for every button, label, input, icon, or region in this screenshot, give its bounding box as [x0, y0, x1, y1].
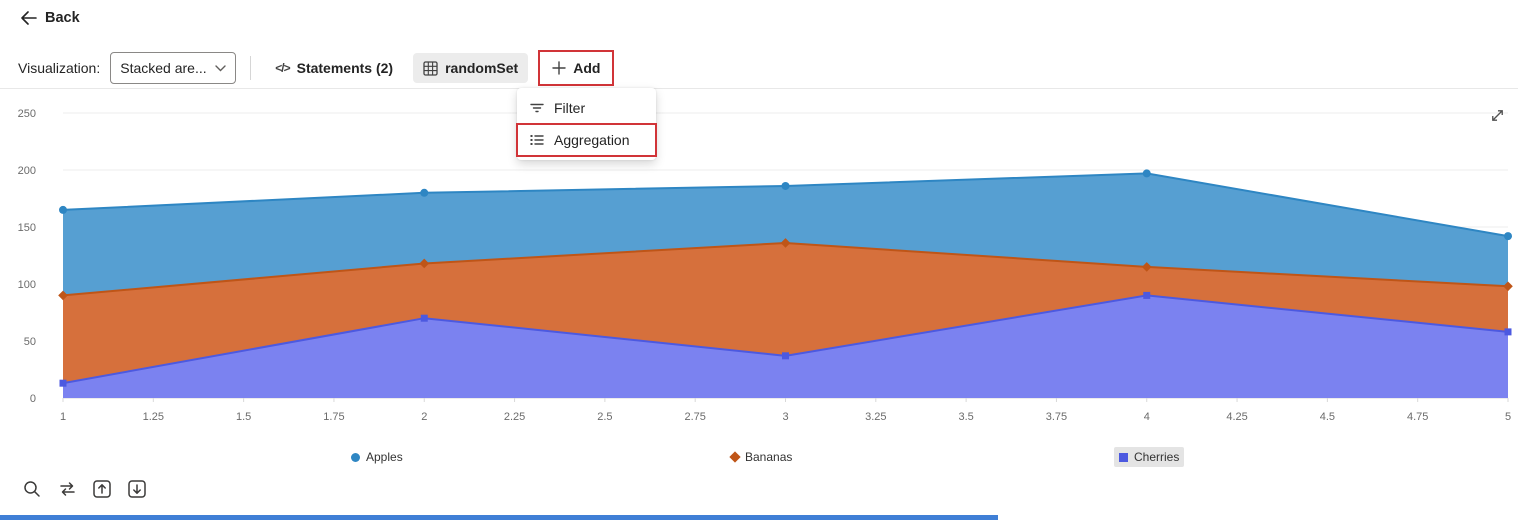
legend-label: Cherries: [1134, 450, 1180, 464]
svg-text:200: 200: [18, 165, 36, 177]
legend-item-apples[interactable]: Apples: [346, 447, 408, 467]
menu-item-aggregation-label: Aggregation: [554, 132, 630, 148]
svg-text:250: 250: [18, 108, 36, 120]
svg-text:3.75: 3.75: [1046, 411, 1067, 423]
legend-square-marker: [1119, 452, 1128, 462]
svg-text:2: 2: [421, 411, 427, 423]
chart-bottom-toolbar: [20, 477, 149, 501]
svg-text:1.25: 1.25: [143, 411, 164, 423]
filter-icon: [529, 100, 545, 116]
svg-text:2.5: 2.5: [597, 411, 612, 423]
menu-item-aggregation[interactable]: Aggregation: [516, 123, 657, 157]
svg-text:4: 4: [1144, 411, 1150, 423]
visualization-select[interactable]: Stacked are...: [110, 52, 237, 84]
upload-icon[interactable]: [90, 477, 114, 501]
svg-text:4.25: 4.25: [1226, 411, 1247, 423]
svg-text:4.5: 4.5: [1320, 411, 1335, 423]
add-dropdown-menu: Filter Aggregation: [516, 88, 657, 160]
toolbar-separator: [0, 88, 1518, 89]
chevron-down-icon: [215, 64, 226, 72]
legend-label: Apples: [366, 450, 403, 464]
legend-item-bananas[interactable]: Bananas: [726, 447, 797, 467]
menu-item-filter-label: Filter: [554, 100, 586, 116]
svg-text:150: 150: [18, 222, 36, 234]
svg-text:50: 50: [24, 336, 36, 348]
svg-text:2.25: 2.25: [504, 411, 525, 423]
svg-text:2.75: 2.75: [684, 411, 705, 423]
svg-text:1: 1: [60, 411, 66, 423]
table-icon: [423, 60, 438, 76]
code-icon: </>: [275, 61, 290, 75]
legend-item-cherries[interactable]: Cherries: [1114, 447, 1185, 467]
svg-text:5: 5: [1505, 411, 1511, 423]
add-button-highlight: Add: [538, 50, 615, 86]
legend-label: Bananas: [745, 450, 793, 464]
svg-text:1.75: 1.75: [323, 411, 344, 423]
add-label: Add: [573, 60, 601, 76]
visualization-selected-value: Stacked are...: [120, 60, 207, 76]
svg-text:3: 3: [782, 411, 788, 423]
dataset-label: randomSet: [445, 60, 519, 76]
dataset-button[interactable]: randomSet: [413, 53, 529, 83]
back-arrow-icon: [20, 11, 37, 25]
svg-text:1.5: 1.5: [236, 411, 251, 423]
legend-diamond-marker: [729, 451, 741, 463]
svg-text:0: 0: [30, 393, 36, 405]
svg-text:4.75: 4.75: [1407, 411, 1428, 423]
add-button[interactable]: Add: [542, 53, 610, 83]
toolbar-divider: [250, 56, 252, 80]
download-icon[interactable]: [125, 477, 149, 501]
aggregation-icon: [529, 132, 545, 148]
menu-item-filter[interactable]: Filter: [517, 92, 656, 124]
zoom-icon[interactable]: [20, 477, 44, 501]
expand-chart-icon[interactable]: [1486, 104, 1508, 126]
statements-button[interactable]: </> Statements (2): [265, 53, 403, 83]
stacked-area-chart: 0 50 100 150 200 250 1 1.25 1.5 1.75 2 2.25 2.5 2.75 3…: [0, 90, 1518, 435]
legend-circle-marker: [351, 452, 360, 462]
horizontal-scrollbar[interactable]: [0, 515, 998, 520]
visualization-label: Visualization:: [18, 60, 101, 76]
chart-legend: Apples Bananas Cherries: [0, 447, 1518, 469]
loop-icon[interactable]: [55, 477, 79, 501]
svg-text:3.25: 3.25: [865, 411, 886, 423]
svg-text:100: 100: [18, 279, 36, 291]
back-button[interactable]: Back: [20, 10, 80, 26]
visualization-toolbar: Visualization: Stacked are... </> Statem…: [18, 50, 615, 86]
svg-text:3.5: 3.5: [958, 411, 973, 423]
plus-icon: [552, 61, 566, 75]
back-label: Back: [45, 10, 80, 26]
statements-label: Statements (2): [296, 60, 394, 76]
